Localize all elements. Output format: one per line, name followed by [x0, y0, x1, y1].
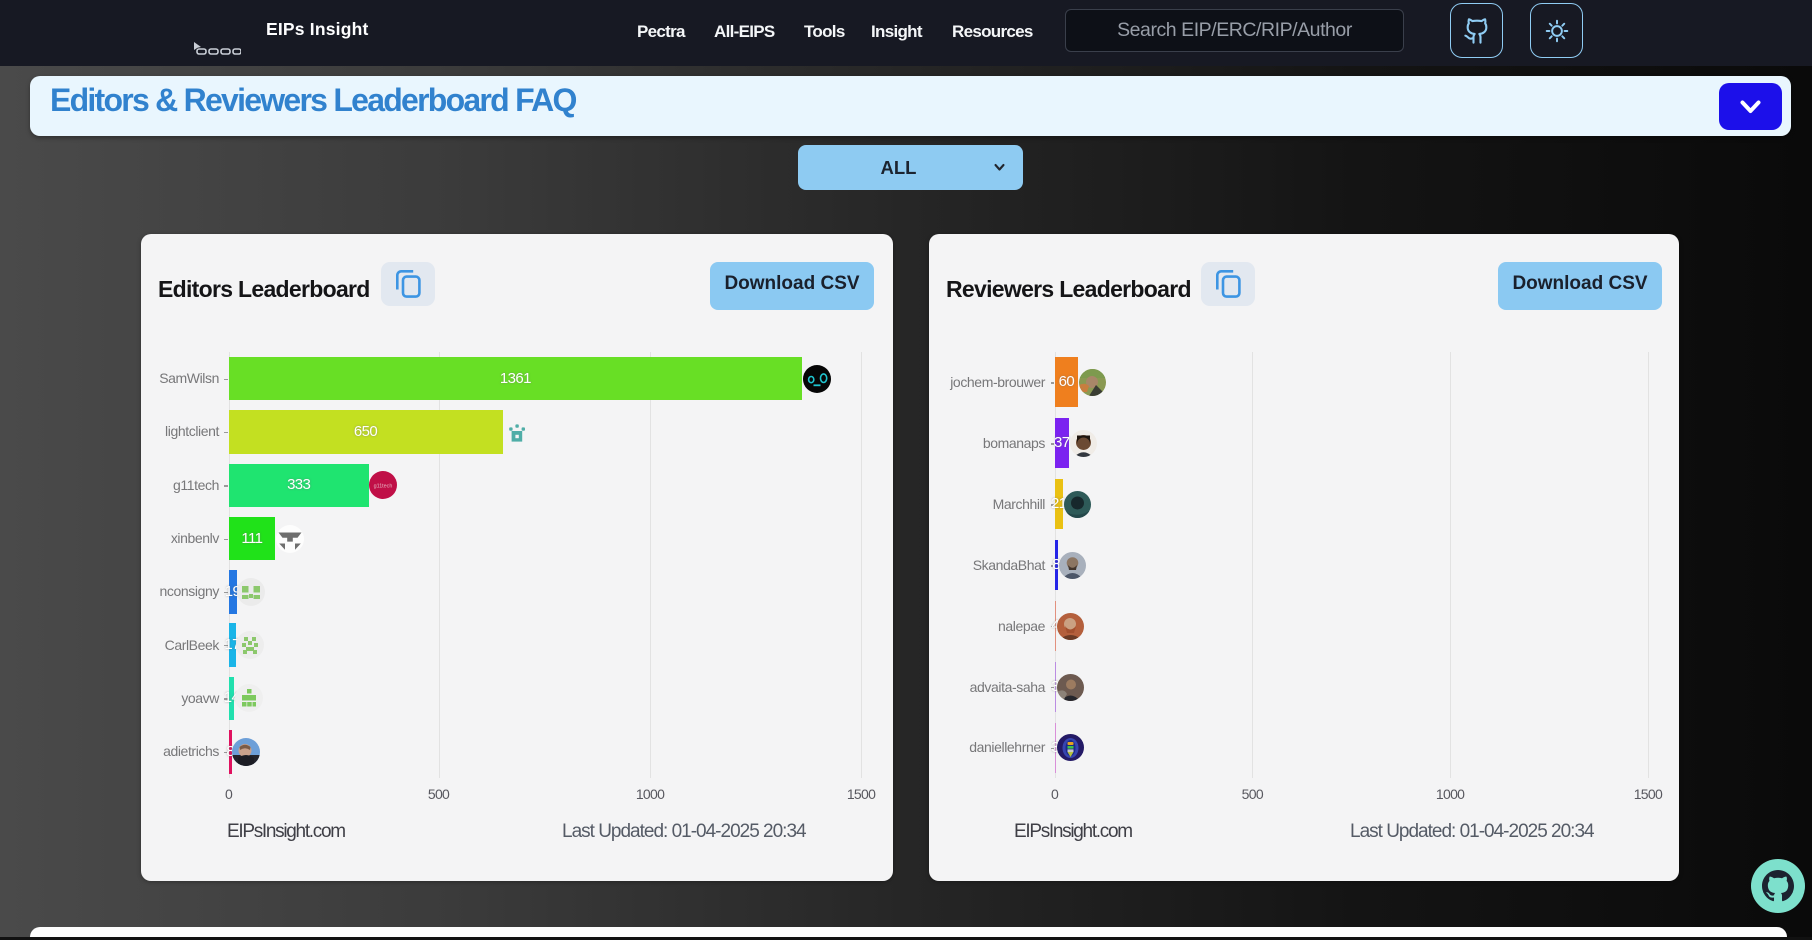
svg-text:g11tech: g11tech — [374, 484, 393, 490]
